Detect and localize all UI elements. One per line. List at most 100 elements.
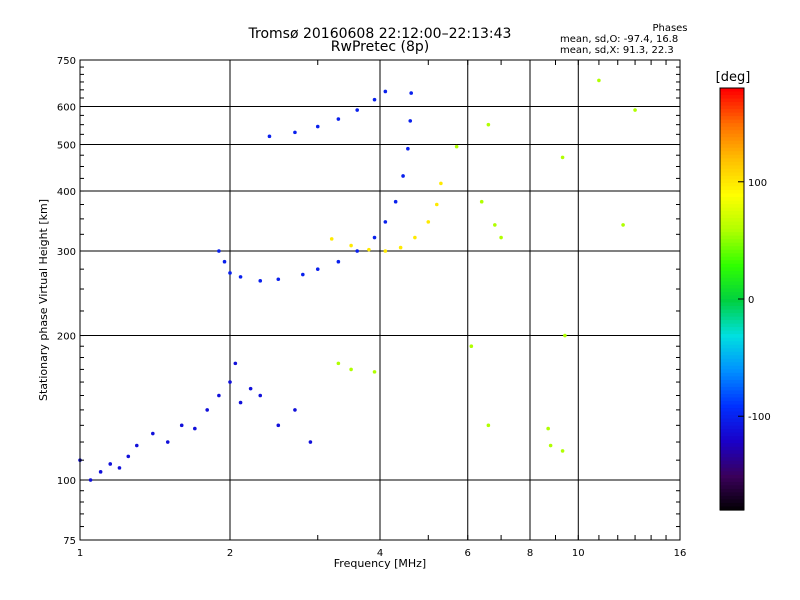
y-tick-label: 300 xyxy=(57,247,76,258)
colorbar-segment xyxy=(720,119,744,124)
phase-x-values: 91.3, 22.3 xyxy=(622,45,674,56)
colorbar-segment xyxy=(720,133,744,138)
echo-point xyxy=(205,408,209,412)
colorbar-segment xyxy=(720,239,744,244)
colorbar-segment xyxy=(720,488,744,494)
y-tick-label: 75 xyxy=(63,536,76,547)
colorbar-segment xyxy=(720,418,744,423)
colorbar-segment xyxy=(720,158,744,163)
echo-point xyxy=(349,367,353,372)
echo-point xyxy=(434,202,439,207)
colorbar-segment xyxy=(720,88,744,93)
colorbar-segment xyxy=(720,429,744,434)
colorbar-segment xyxy=(720,144,744,149)
y-tick-label: 200 xyxy=(57,332,76,343)
colorbar-segment xyxy=(720,499,744,504)
phase-o-label: mean, sd,O: xyxy=(560,34,621,45)
echo-point xyxy=(393,199,398,204)
echo-point xyxy=(267,134,272,139)
colorbar-segment xyxy=(720,221,744,226)
echo-point xyxy=(383,249,388,253)
echo-point xyxy=(217,249,221,253)
colorbar-segment xyxy=(720,218,744,223)
echo-point xyxy=(401,174,405,178)
colorbar-segment xyxy=(720,383,744,388)
x-tick-label: 6 xyxy=(465,548,471,559)
colorbar-segment xyxy=(720,151,744,156)
echo-point xyxy=(179,423,184,428)
colorbar-segment xyxy=(720,386,744,392)
echo-point xyxy=(301,272,305,277)
echo-point xyxy=(560,155,565,160)
colorbar-segment xyxy=(720,211,744,216)
colorbar-segment xyxy=(720,415,744,420)
echo-point xyxy=(454,144,459,149)
colorbar-segment xyxy=(720,102,744,107)
phase-stats-heading: Phases xyxy=(652,23,688,34)
colorbar-segment xyxy=(720,123,744,128)
colorbar-segment xyxy=(720,225,744,230)
colorbar-segment xyxy=(720,267,744,272)
echo-point xyxy=(597,78,601,83)
colorbar-segment xyxy=(720,109,744,114)
colorbar-segment xyxy=(720,274,744,279)
echo-point xyxy=(349,243,353,248)
echo-point xyxy=(486,122,491,127)
phase-x-label: mean, sd,X: xyxy=(560,45,620,56)
colorbar-segment xyxy=(720,186,744,191)
echo-point xyxy=(563,333,567,338)
colorbar-segment xyxy=(720,506,744,511)
colorbar-segment xyxy=(720,327,744,332)
colorbar-segment xyxy=(720,337,744,342)
colorbar-segment xyxy=(720,154,744,159)
echo-point xyxy=(409,91,413,95)
chart-title: Tromsø 20160608 22:12:00–22:13:43 xyxy=(248,26,512,42)
colorbar-segment xyxy=(720,379,744,384)
colorbar-segment xyxy=(720,404,744,409)
colorbar-segment xyxy=(720,291,744,297)
echo-point xyxy=(151,431,155,436)
colorbar-segment xyxy=(720,453,744,458)
colorbar-segment xyxy=(720,443,744,448)
echo-point xyxy=(88,478,93,482)
x-tick-label: 10 xyxy=(572,548,585,559)
colorbar-segment xyxy=(720,112,744,117)
echo-point xyxy=(493,223,497,227)
colorbar-segment xyxy=(720,246,744,251)
echo-point xyxy=(276,277,281,282)
colorbar-segment xyxy=(720,309,744,314)
colorbar-segment xyxy=(720,376,744,381)
colorbar-segment xyxy=(720,249,744,254)
colorbar-segment xyxy=(720,161,744,166)
colorbar-segment xyxy=(720,323,744,328)
echo-point xyxy=(486,423,491,428)
echo-point xyxy=(258,279,263,283)
colorbar-segment xyxy=(720,126,744,131)
colorbar-tick-label: -100 xyxy=(748,412,771,423)
chart-subtitle: RwPretec (8p) xyxy=(330,39,430,55)
x-tick-label: 1 xyxy=(77,548,83,559)
colorbar-segment xyxy=(720,165,744,170)
echo-point xyxy=(372,235,377,240)
echo-point xyxy=(134,443,139,448)
colorbar-segment xyxy=(720,355,744,360)
colorbar-segment xyxy=(720,432,744,437)
echo-point xyxy=(408,119,413,123)
echo-point xyxy=(406,146,410,151)
x-tick-label: 8 xyxy=(527,548,533,559)
colorbar-segment xyxy=(720,98,744,103)
echo-point xyxy=(439,181,443,186)
colorbar-tick-label: 100 xyxy=(748,178,767,189)
echo-point xyxy=(228,271,232,275)
echo-point xyxy=(193,426,197,431)
colorbar-segment xyxy=(720,281,744,286)
colorbar-segment xyxy=(720,232,744,237)
colorbar-segment xyxy=(720,348,744,353)
echo-point xyxy=(165,440,170,444)
echo-point xyxy=(633,108,637,112)
echo-point xyxy=(108,462,113,466)
x-axis-label: Frequency [MHz] xyxy=(334,557,426,570)
axis-ticks: 1 2 4 6 8 10 16 75 100 200 300 400 500 600 750 xyxy=(57,56,686,559)
echo-point xyxy=(367,247,371,252)
echo-point xyxy=(546,426,550,431)
